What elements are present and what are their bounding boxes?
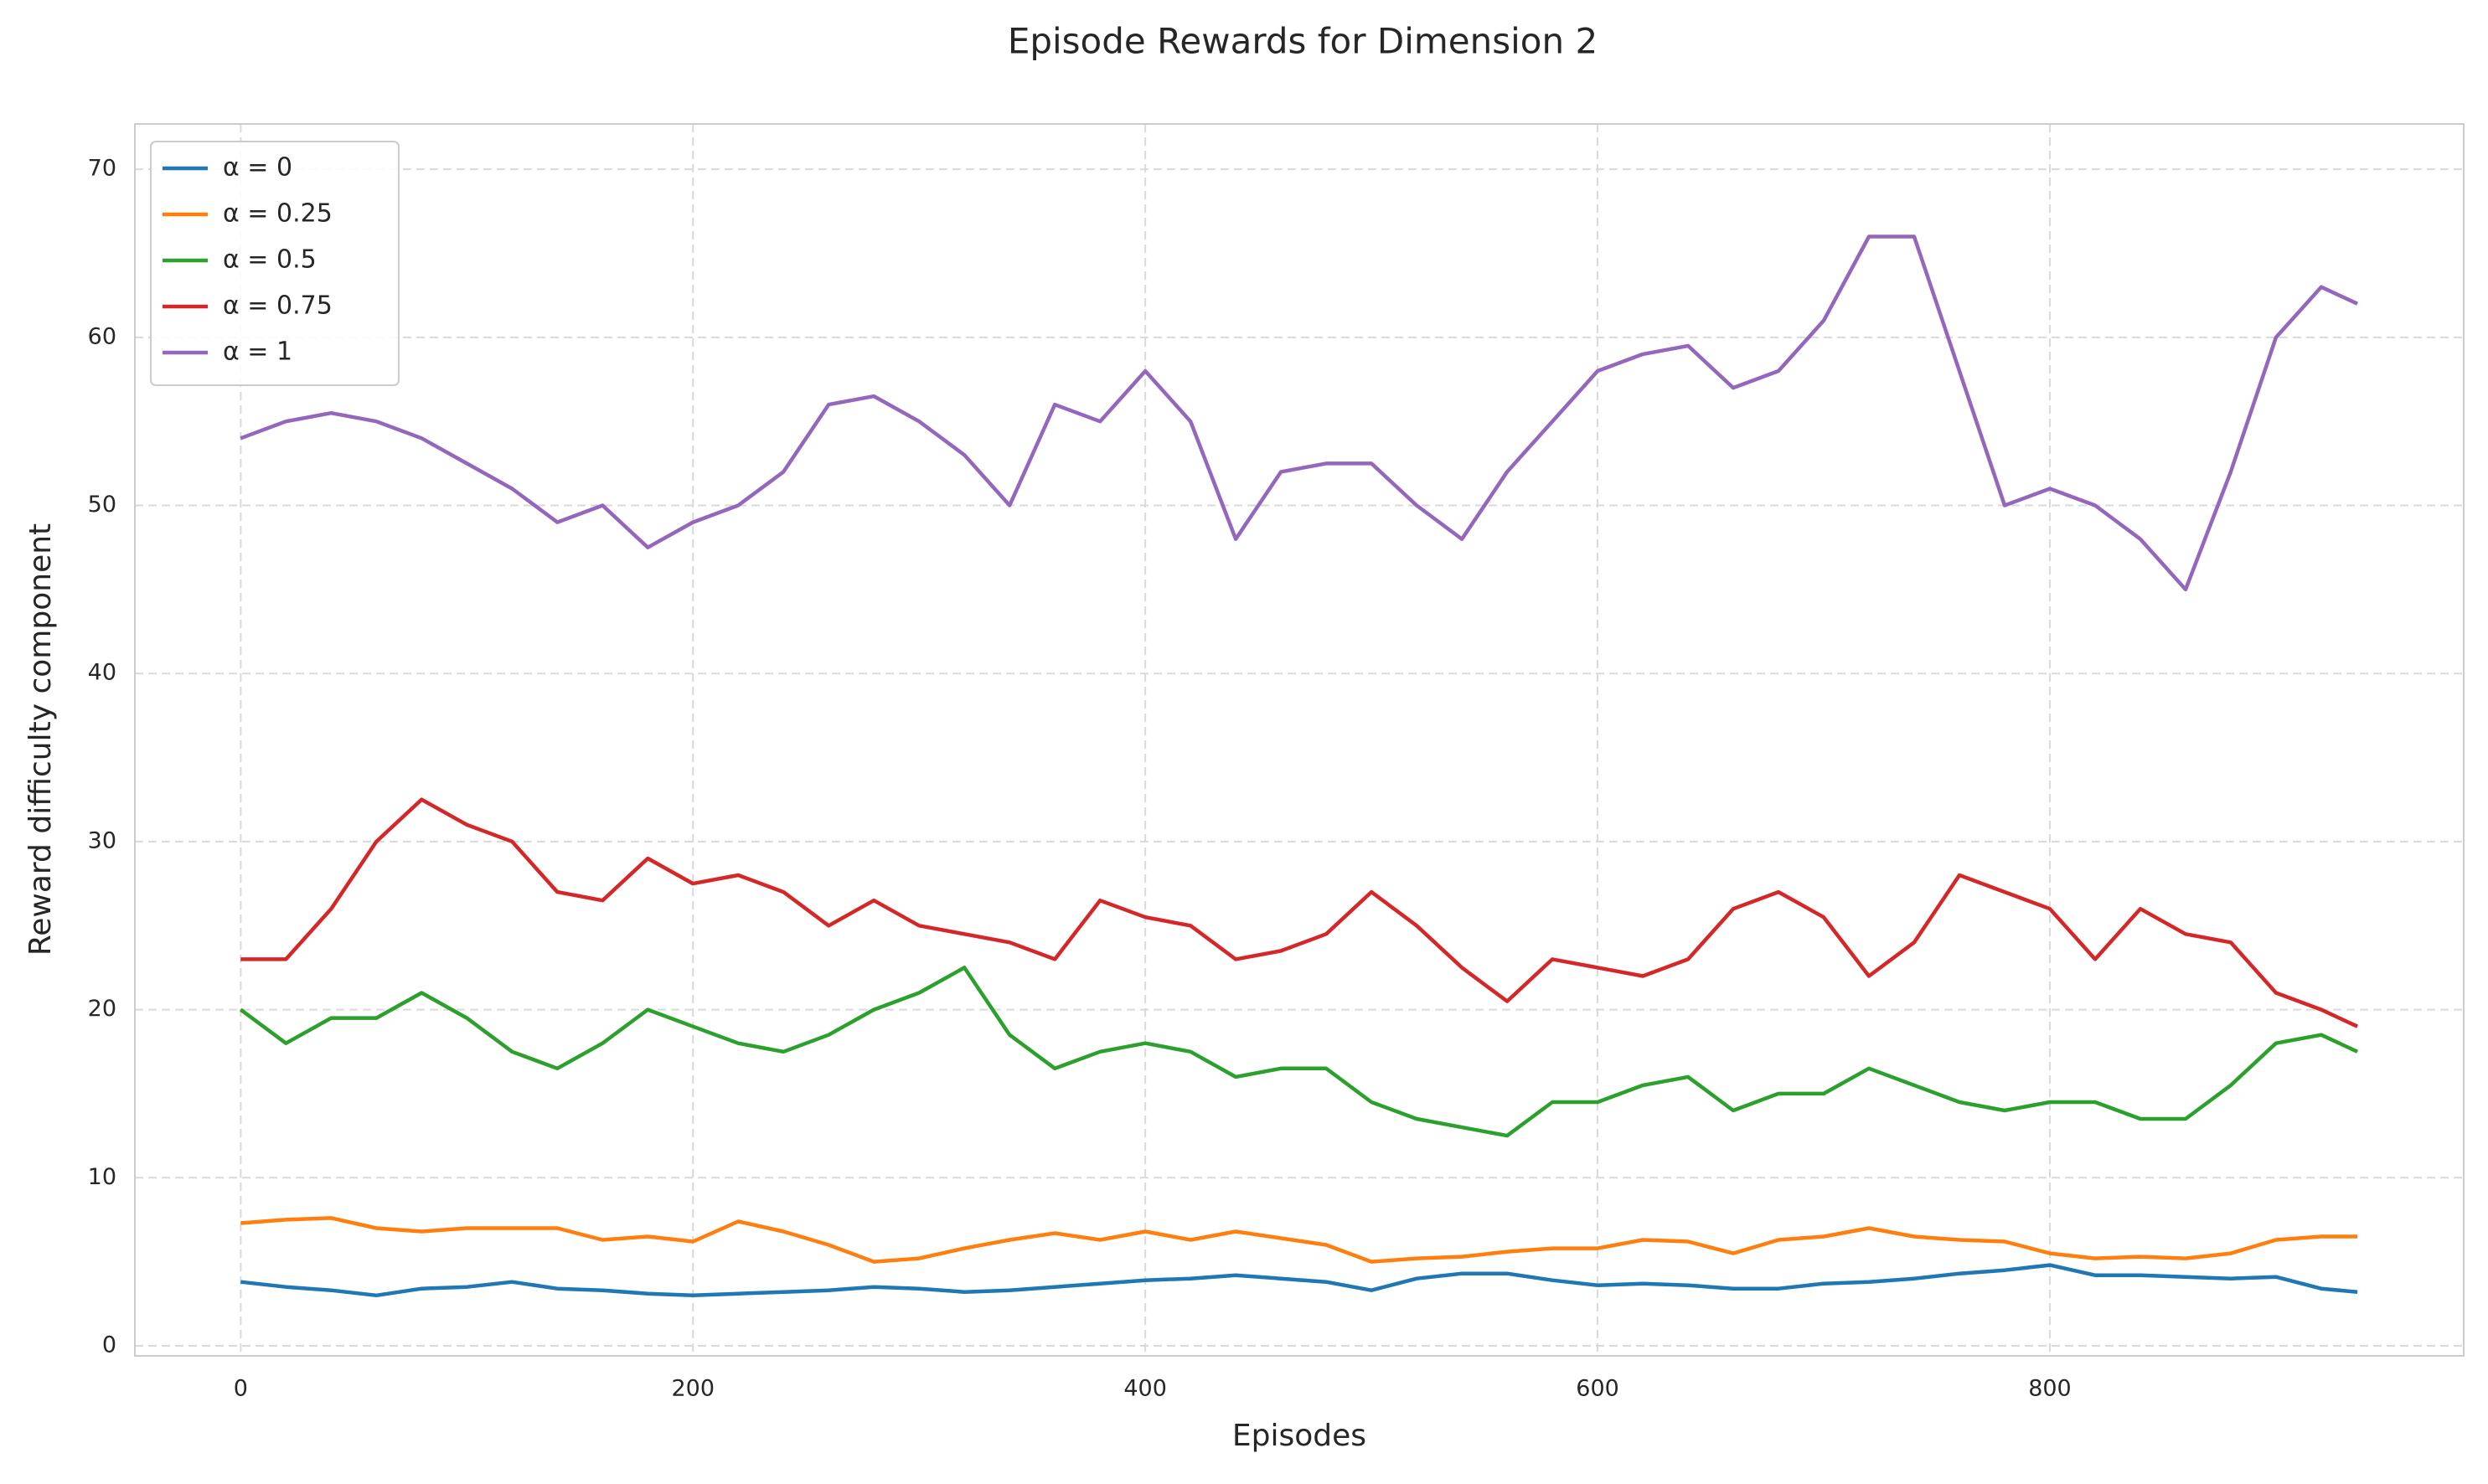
y-tick-label: 10 bbox=[88, 1164, 116, 1190]
y-tick-label: 40 bbox=[88, 660, 116, 686]
legend-label: α = 0 bbox=[223, 153, 292, 183]
y-tick-label: 60 bbox=[88, 323, 116, 349]
y-tick-label: 70 bbox=[88, 156, 116, 182]
legend-label: α = 1 bbox=[223, 338, 292, 367]
y-tick-label: 0 bbox=[102, 1332, 116, 1358]
line-series bbox=[239, 966, 2359, 1138]
line-series bbox=[240, 1216, 2358, 1264]
plot-frame bbox=[134, 123, 2465, 1357]
y-tick-label: 30 bbox=[88, 827, 116, 853]
x-axis-label: Episodes bbox=[1232, 1419, 1366, 1453]
x-tick-label: 0 bbox=[234, 1376, 248, 1402]
x-tick-label: 200 bbox=[671, 1376, 715, 1402]
legend-label: α = 0.25 bbox=[223, 199, 333, 229]
y-axis-label: Reward difficulty component bbox=[23, 523, 58, 956]
line-series bbox=[240, 797, 2359, 1028]
x-tick-label: 400 bbox=[1123, 1376, 1167, 1402]
chart-title: Episode Rewards for Dimension 2 bbox=[1008, 21, 1598, 62]
line-series bbox=[240, 1263, 2358, 1298]
x-tick-label: 600 bbox=[1576, 1376, 1619, 1402]
y-tick-label: 50 bbox=[88, 492, 116, 518]
y-tick-label: 20 bbox=[88, 996, 116, 1022]
line-series bbox=[240, 234, 2359, 592]
legend-label: α = 0.5 bbox=[223, 245, 317, 275]
x-tick-label: 800 bbox=[2028, 1376, 2072, 1402]
legend-box bbox=[150, 141, 400, 386]
legend-label: α = 0.75 bbox=[223, 291, 333, 321]
